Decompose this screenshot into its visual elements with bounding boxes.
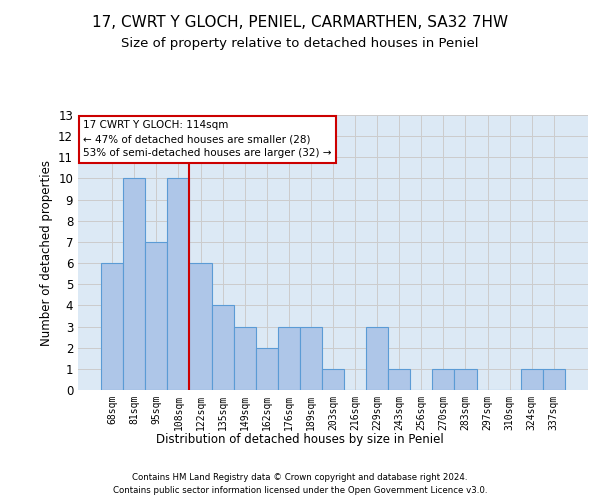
Bar — [167, 178, 190, 390]
Text: Distribution of detached houses by size in Peniel: Distribution of detached houses by size … — [156, 432, 444, 446]
Text: 17, CWRT Y GLOCH, PENIEL, CARMARTHEN, SA32 7HW: 17, CWRT Y GLOCH, PENIEL, CARMARTHEN, SA… — [92, 15, 508, 30]
Bar — [101, 263, 123, 390]
Text: Contains HM Land Registry data © Crown copyright and database right 2024.: Contains HM Land Registry data © Crown c… — [132, 472, 468, 482]
Bar — [300, 326, 322, 390]
Bar — [123, 178, 145, 390]
Bar — [278, 326, 300, 390]
Text: 17 CWRT Y GLOCH: 114sqm
← 47% of detached houses are smaller (28)
53% of semi-de: 17 CWRT Y GLOCH: 114sqm ← 47% of detache… — [83, 120, 332, 158]
Y-axis label: Number of detached properties: Number of detached properties — [40, 160, 53, 346]
Bar — [454, 369, 476, 390]
Bar — [190, 263, 212, 390]
Bar — [543, 369, 565, 390]
Text: Size of property relative to detached houses in Peniel: Size of property relative to detached ho… — [121, 38, 479, 51]
Bar — [388, 369, 410, 390]
Bar — [521, 369, 543, 390]
Bar — [145, 242, 167, 390]
Bar — [212, 306, 233, 390]
Bar — [256, 348, 278, 390]
Bar — [433, 369, 454, 390]
Bar — [366, 326, 388, 390]
Bar — [233, 326, 256, 390]
Bar — [322, 369, 344, 390]
Text: Contains public sector information licensed under the Open Government Licence v3: Contains public sector information licen… — [113, 486, 487, 495]
